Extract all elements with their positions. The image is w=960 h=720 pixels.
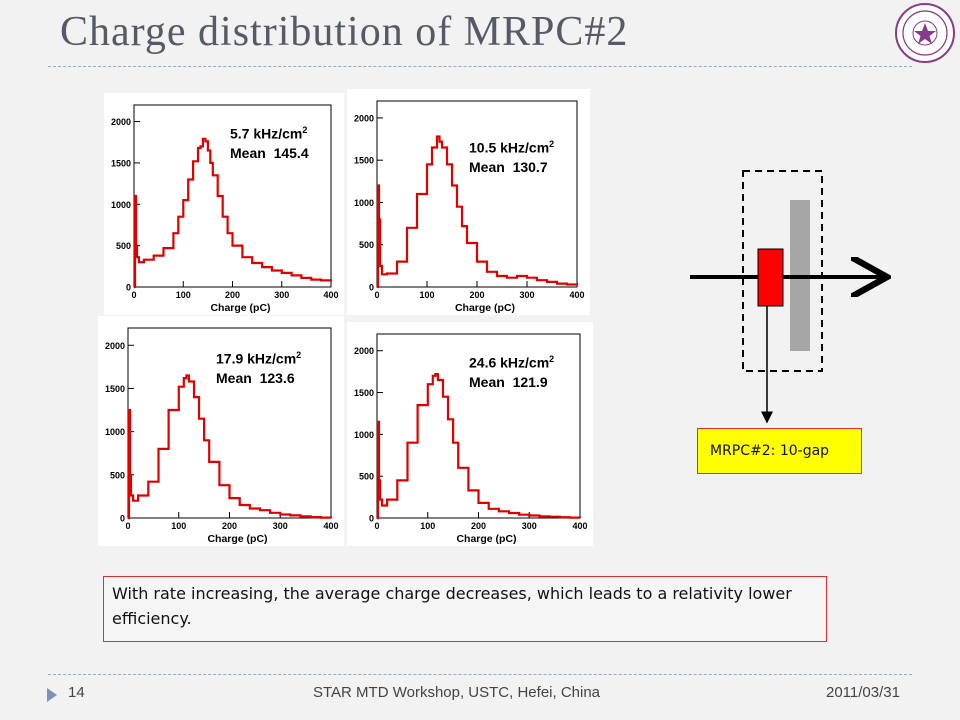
- y-tick-label: 1000: [111, 200, 131, 210]
- mean-value: 130.7: [512, 158, 548, 175]
- rate-label: 24.6 kHz/cm: [469, 354, 550, 371]
- x-tick-label: 100: [420, 521, 435, 531]
- histogram-1: 0 500 1000 1500 2000 0 100 200 300 400 Charge (pC): [111, 104, 339, 314]
- rate-label: 10.5 kHz/cm: [469, 139, 550, 156]
- slide-title: Charge distribution of MRPC#2: [60, 9, 629, 55]
- x-tick-label: 100: [171, 521, 186, 531]
- bottom-divider: [48, 674, 912, 675]
- x-tick-label: 400: [323, 290, 338, 300]
- histogram-panel-2: 0 500 1000 1500 2000 0 100 200 300 400 Charge (pC)…: [347, 89, 590, 315]
- histogram-panel-1: 0 500 1000 1500 2000 0 100 200 300 400 Charge (pC)…: [104, 93, 344, 315]
- x-tick-label: 200: [222, 521, 237, 531]
- rate-label: 17.9 kHz/cm: [216, 350, 297, 367]
- histogram-2: 0 500 1000 1500 2000 0 100 200 300 400 Charge (pC): [354, 100, 585, 314]
- footer-bullet-icon: [47, 688, 57, 702]
- y-tick-label: 1000: [354, 198, 374, 208]
- histogram-panel-3: 0 500 1000 1500 2000 0 100 200 300 400 Charge (pC)…: [98, 316, 344, 546]
- footer-date: 2011/03/31: [826, 684, 900, 701]
- panel-4-info: 24.6 kHz/cm2 Mean 121.9: [469, 350, 554, 392]
- x-tick-label: 300: [273, 521, 288, 531]
- y-tick-label: 1500: [111, 158, 131, 168]
- x-tick-label: 0: [374, 521, 379, 531]
- mrpc-pad: [757, 248, 784, 307]
- x-axis-label: Charge (pC): [207, 533, 267, 545]
- y-tick-label: 1500: [105, 384, 125, 394]
- y-tick-label: 500: [359, 240, 374, 250]
- y-tick-label: 1500: [354, 388, 374, 398]
- mrpc-type-label: MRPC#2: 10-gap: [697, 428, 862, 474]
- x-tick-label: 200: [471, 521, 486, 531]
- y-tick-label: 1500: [354, 156, 374, 166]
- x-axis-label: Charge (pC): [455, 302, 515, 314]
- x-tick-label: 300: [522, 521, 537, 531]
- rate-unit-exponent: 2: [296, 350, 302, 360]
- y-tick-label: 0: [126, 283, 131, 293]
- module-outline: [742, 170, 823, 372]
- mean-label: Mean: [469, 373, 505, 390]
- mean-value: 121.9: [512, 373, 548, 390]
- y-tick-label: 500: [359, 472, 374, 482]
- x-tick-label: 300: [274, 290, 289, 300]
- panel-2-info: 10.5 kHz/cm2 Mean 130.7: [469, 135, 554, 177]
- y-tick-label: 1000: [105, 427, 125, 437]
- mean-label: Mean: [216, 369, 252, 386]
- mean-label: Mean: [469, 158, 505, 175]
- histogram-series: [127, 374, 333, 520]
- panel-3-info: 17.9 kHz/cm2 Mean 123.6: [216, 346, 301, 388]
- rate-unit-exponent: 2: [549, 354, 555, 364]
- histogram-panel-4: 0 500 1000 1500 2000 0 100 200 300 400 Charge (pC)…: [347, 322, 593, 546]
- conclusion-note: With rate increasing, the average charge…: [103, 576, 827, 642]
- university-seal-icon: [895, 3, 955, 63]
- x-tick-label: 200: [469, 290, 484, 300]
- y-tick-label: 0: [369, 283, 374, 293]
- y-tick-label: 2000: [105, 341, 125, 351]
- y-tick-label: 2000: [354, 113, 374, 123]
- panel-1-info: 5.7 kHz/cm2 Mean 145.4: [230, 121, 309, 163]
- y-tick-label: 500: [116, 241, 131, 251]
- mrpc-diagram: [690, 170, 900, 424]
- histogram-series: [376, 135, 579, 289]
- x-tick-label: 400: [569, 290, 584, 300]
- histogram-series: [133, 137, 333, 289]
- x-tick-label: 0: [131, 290, 136, 300]
- y-tick-label: 0: [120, 514, 125, 524]
- x-axis-label: Charge (pC): [210, 302, 270, 314]
- x-tick-label: 0: [125, 521, 130, 531]
- mean-value: 123.6: [259, 369, 295, 386]
- rate-label: 5.7 kHz/cm: [230, 125, 303, 142]
- mean-value: 145.4: [273, 144, 309, 161]
- y-tick-label: 2000: [354, 346, 374, 356]
- x-tick-label: 400: [572, 521, 587, 531]
- histogram-3: 0 500 1000 1500 2000 0 100 200 300 400 Charge (pC): [105, 327, 339, 545]
- page-number: 14: [68, 684, 85, 701]
- top-divider: [48, 66, 912, 67]
- x-tick-label: 0: [374, 290, 379, 300]
- x-tick-label: 100: [419, 290, 434, 300]
- y-tick-label: 1000: [354, 430, 374, 440]
- x-tick-label: 100: [176, 290, 191, 300]
- x-tick-label: 400: [323, 521, 338, 531]
- x-tick-label: 300: [519, 290, 534, 300]
- y-tick-label: 0: [369, 514, 374, 524]
- rate-unit-exponent: 2: [549, 139, 555, 149]
- histogram-4: 0 500 1000 1500 2000 0 100 200 300 400 Charge (pC): [354, 333, 588, 545]
- x-axis-label: Charge (pC): [456, 533, 516, 545]
- mean-label: Mean: [230, 144, 266, 161]
- y-tick-label: 500: [110, 470, 125, 480]
- footer-venue: STAR MTD Workshop, USTC, Hefei, China: [313, 684, 601, 701]
- y-tick-label: 2000: [111, 117, 131, 127]
- x-tick-label: 200: [225, 290, 240, 300]
- histogram-series: [376, 373, 582, 520]
- rate-unit-exponent: 2: [302, 125, 308, 135]
